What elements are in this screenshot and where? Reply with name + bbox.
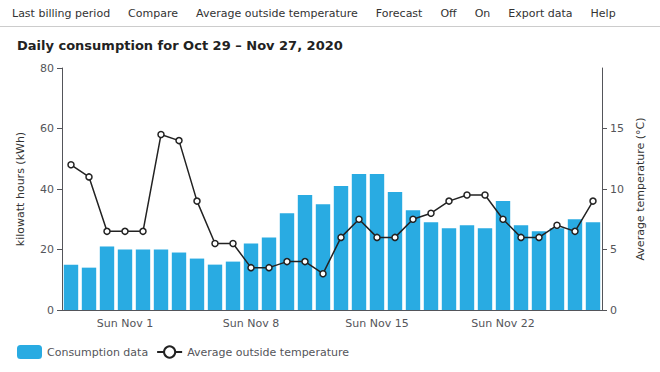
svg-text:Sun Nov 22: Sun Nov 22 (471, 317, 534, 330)
svg-text:kilowatt hours (kWh): kilowatt hours (kWh) (14, 132, 27, 246)
svg-text:15: 15 (610, 122, 624, 135)
svg-text:On: On (475, 7, 491, 20)
svg-text:Sun Nov 15: Sun Nov 15 (345, 317, 408, 330)
svg-text:10: 10 (610, 183, 624, 196)
svg-text:Average outside temperature: Average outside temperature (187, 346, 349, 359)
svg-text:20: 20 (40, 243, 54, 256)
svg-text:Forecast: Forecast (376, 7, 423, 20)
svg-text:80: 80 (40, 62, 54, 75)
svg-text:Consumption data: Consumption data (47, 346, 148, 359)
svg-text:Average outside temperature: Average outside temperature (196, 7, 358, 20)
svg-text:Off: Off (440, 7, 457, 20)
svg-text:Average temperature (°C): Average temperature (°C) (634, 117, 647, 260)
svg-text:Sun Nov 1: Sun Nov 1 (97, 317, 153, 330)
svg-text:5: 5 (610, 243, 617, 256)
svg-text:Last billing period: Last billing period (12, 7, 110, 20)
svg-text:Sun Nov 8: Sun Nov 8 (223, 317, 279, 330)
svg-text:40: 40 (40, 183, 54, 196)
svg-text:0: 0 (47, 304, 54, 317)
svg-text:0: 0 (610, 304, 617, 317)
svg-text:Compare: Compare (128, 7, 178, 20)
svg-text:Daily consumption for Oct 29 –: Daily consumption for Oct 29 – Nov 27, 2… (17, 38, 343, 53)
svg-text:60: 60 (40, 122, 54, 135)
svg-text:Export data: Export data (508, 7, 572, 20)
svg-text:Help: Help (591, 7, 616, 20)
